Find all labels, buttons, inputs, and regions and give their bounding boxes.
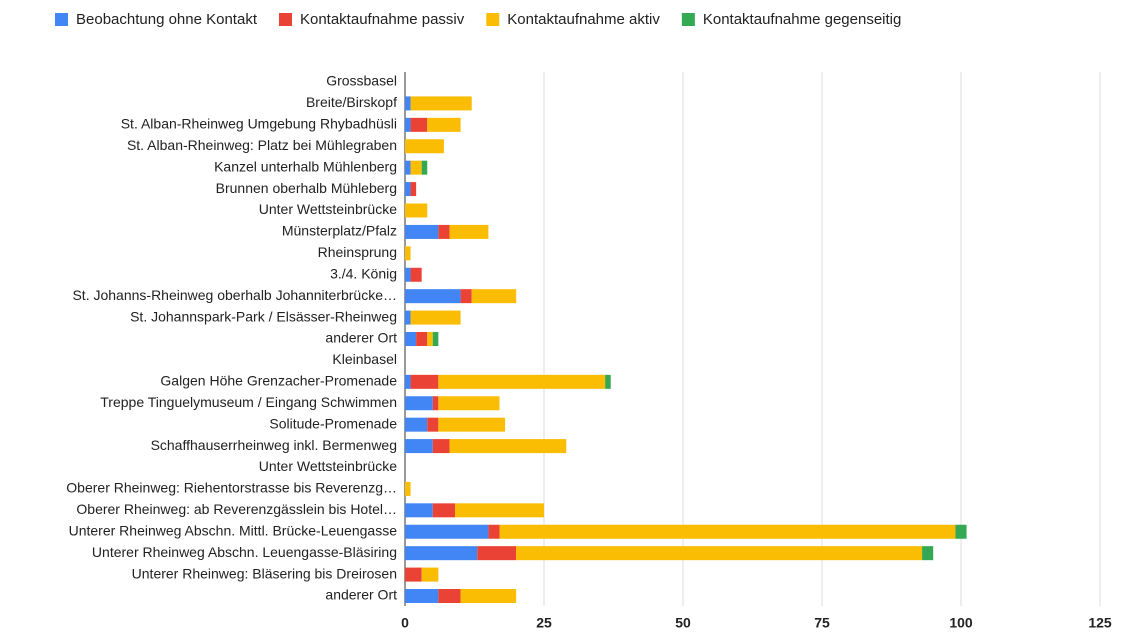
bar-segment: [405, 546, 478, 561]
y-tick-label: Brunnen oberhalb Mühleberg: [216, 180, 397, 196]
bar-segment: [405, 139, 444, 154]
y-tick-label: Grossbasel: [326, 73, 397, 89]
y-tick-label: Münsterplatz/Pfalz: [282, 223, 397, 239]
x-tick-label: 100: [949, 615, 973, 631]
bar-segment: [405, 203, 428, 218]
bar-segment: [416, 332, 428, 346]
bar-segment: [405, 503, 433, 518]
bar-segment: [460, 589, 517, 603]
bar-segment: [410, 96, 472, 111]
bar-segment: [488, 524, 500, 539]
bar-segment: [410, 310, 461, 325]
bar-segment: [405, 589, 439, 603]
bar-segment: [438, 589, 461, 603]
bar-segment: [438, 417, 506, 432]
bar-segment: [438, 224, 450, 239]
bar-segment: [605, 374, 611, 389]
bar-segment: [405, 374, 411, 389]
bar-segment: [405, 417, 428, 432]
y-tick-label: Kanzel unterhalb Mühlenberg: [214, 158, 397, 174]
bar-segment: [922, 546, 934, 561]
y-tick-label: Unter Wettsteinbrücke: [259, 458, 397, 474]
bar-segment: [405, 267, 411, 282]
bar-segment: [410, 267, 422, 282]
y-tick-label: Treppe Tinguelymuseum / Eingang Schwimme…: [100, 394, 397, 410]
bar-segment: [405, 117, 411, 132]
x-tick-label: 125: [1088, 615, 1112, 631]
bar-segment: [405, 96, 411, 111]
legend-swatch: [681, 13, 695, 26]
y-tick-label: Oberer Rheinweg: ab Reverenzgässlein bis…: [76, 501, 397, 517]
y-tick-label: Schaffhauserrheinweg inkl. Bermenweg: [151, 437, 397, 453]
bar-segment: [438, 396, 500, 411]
y-tick-label: anderer Ort: [325, 587, 397, 603]
y-tick-label: Kleinbasel: [332, 351, 397, 367]
bar-segment: [438, 374, 606, 389]
bar-segment: [477, 546, 517, 561]
y-tick-label: Unterer Rheinweg Abschn. Leuengasse-Bläs…: [92, 544, 397, 560]
legend-swatch: [278, 13, 292, 26]
x-tick-label: 25: [536, 615, 552, 631]
x-tick-label: 50: [675, 615, 691, 631]
y-tick-label: St. Alban-Rheinweg Umgebung Rhybadhüsli: [121, 116, 397, 132]
y-tick-label: Galgen Höhe Grenzacher-Promenade: [160, 373, 397, 389]
legend-swatch: [55, 13, 68, 26]
bar-segment: [421, 567, 439, 582]
bar-segment: [427, 117, 461, 132]
bar-segment: [427, 417, 439, 432]
y-tick-label: anderer Ort: [325, 330, 397, 346]
bar-segment: [432, 396, 439, 411]
bar-segment: [432, 439, 450, 454]
bar-segment: [405, 439, 433, 454]
x-tick-label: 0: [401, 615, 409, 631]
bar-segment: [405, 246, 411, 261]
bar-segment: [405, 224, 439, 239]
y-tick-label: Unterer Rheinweg: Bläsering bis Dreirose…: [132, 565, 397, 581]
y-tick-label: St. Johanns-Rheinweg oberhalb Johanniter…: [72, 287, 397, 303]
bar-segment: [405, 524, 489, 539]
bar-segment: [432, 332, 439, 346]
y-tick-label: St. Alban-Rheinweg: Platz bei Mühlegrabe…: [127, 137, 397, 153]
bar-segment: [405, 332, 417, 346]
y-tick-label: Solitude-Promenade: [269, 415, 397, 431]
bar-segment: [405, 289, 461, 304]
bar-segment: [421, 160, 428, 175]
y-tick-label: Unter Wettsteinbrücke: [259, 201, 397, 217]
bar-segment: [455, 503, 544, 518]
bar-segment: [460, 289, 472, 304]
bar-segment: [471, 289, 517, 304]
y-tick-label: Breite/Birskopf: [306, 94, 397, 110]
y-tick-label: St. Johannspark-Park / Elsässer-Rheinweg: [130, 308, 397, 324]
bar-segment: [427, 332, 433, 346]
bar-segment: [405, 567, 422, 582]
y-tick-label: Rheinsprung: [318, 244, 397, 260]
x-tick-label: 75: [814, 615, 830, 631]
bar-segment: [405, 310, 411, 325]
bar-segment: [516, 546, 923, 561]
y-tick-label: Unterer Rheinweg Abschn. Mittl. Brücke-L…: [69, 522, 398, 538]
y-tick-label: 3./4. König: [330, 265, 397, 281]
bar-segment: [449, 224, 489, 239]
legend-label: Beobachtung ohne Kontakt: [76, 11, 258, 28]
bar-segment: [410, 117, 428, 132]
bar-segment: [499, 524, 956, 539]
bar-segment: [410, 374, 439, 389]
bar-segment: [432, 503, 456, 518]
bar-segment: [405, 396, 433, 411]
legend-label: Kontaktaufnahme passiv: [300, 11, 465, 28]
bar-segment: [410, 160, 422, 175]
bar-segment: [449, 439, 567, 454]
legend-label: Kontaktaufnahme gegenseitig: [703, 11, 901, 28]
bar-segment: [405, 182, 411, 197]
bar-segment: [955, 524, 967, 539]
bar-segment: [410, 182, 417, 197]
y-tick-label: Oberer Rheinweg: Riehentorstrasse bis Re…: [66, 480, 397, 496]
legend-swatch: [486, 13, 500, 26]
bar-segment: [405, 481, 411, 496]
legend-label: Kontaktaufnahme aktiv: [507, 11, 660, 28]
bar-segment: [405, 160, 411, 175]
